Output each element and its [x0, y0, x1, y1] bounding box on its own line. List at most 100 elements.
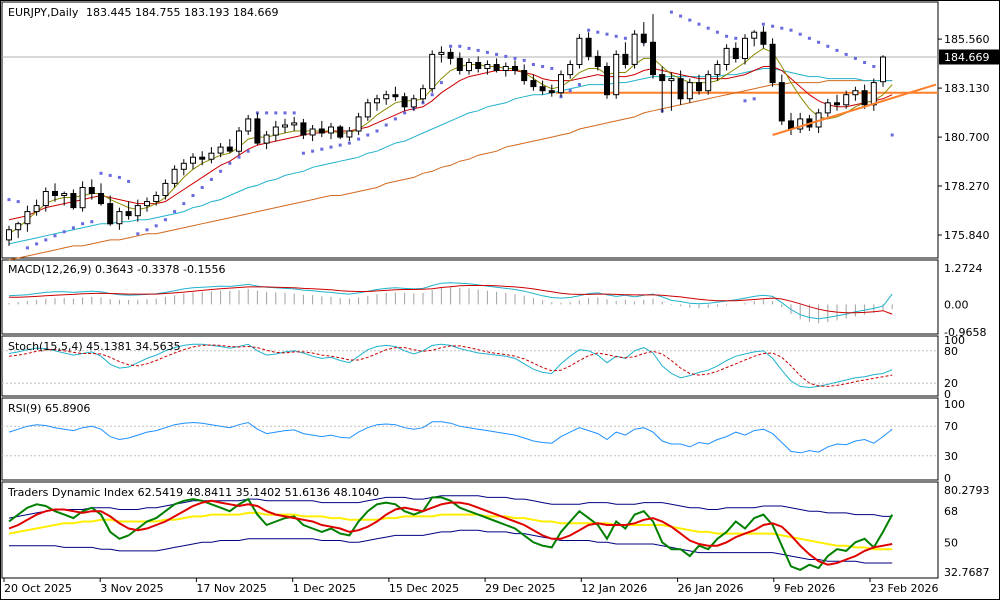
sar-dot	[99, 171, 103, 175]
macd-pane[interactable]	[1, 259, 939, 335]
sar-dot	[209, 177, 213, 181]
candle	[769, 38, 776, 87]
stoch-layer	[2, 343, 938, 389]
sar-dot	[780, 26, 784, 30]
candle-body	[696, 82, 702, 92]
candle-body	[521, 70, 528, 82]
tdi-tick-label: 80.2793	[944, 484, 990, 497]
sar-dot	[338, 143, 342, 147]
sar-dot	[495, 52, 499, 56]
sar-dot	[292, 111, 296, 115]
price-pane[interactable]	[1, 1, 939, 259]
candle-body	[245, 118, 252, 132]
candle-body	[539, 86, 546, 92]
current-price-box	[939, 49, 999, 65]
tdi-layer	[8, 495, 894, 572]
candle	[613, 50, 620, 99]
sar-dot	[752, 97, 756, 101]
rsi-pane[interactable]	[1, 397, 939, 481]
candle-body	[291, 122, 298, 126]
candle	[144, 197, 150, 212]
candle-body	[466, 62, 472, 72]
candle-body	[328, 126, 334, 134]
sar-dot	[449, 44, 453, 48]
date-tick-label: 12 Jan 2026	[581, 582, 647, 595]
candle-body	[300, 122, 307, 136]
sar-dot	[173, 210, 177, 214]
trendline[interactable]	[772, 83, 937, 136]
pane-borders	[1, 1, 939, 579]
candle-body	[558, 74, 564, 94]
sar-dot	[246, 149, 250, 153]
sar-dot	[550, 67, 554, 70]
candle	[364, 98, 371, 121]
tdi-axis: 80.2793 68 50 32.7687	[944, 484, 990, 579]
candle	[447, 48, 454, 65]
sar-dot	[191, 194, 195, 197]
candle-body	[171, 168, 178, 184]
candle-body	[576, 37, 583, 65]
candle-body	[254, 118, 261, 144]
candle-body	[723, 47, 730, 66]
macd-histogram	[8, 287, 893, 324]
stoch-pane[interactable]	[1, 335, 939, 397]
candle-body	[778, 82, 785, 122]
sar-dot	[761, 22, 765, 26]
sar-dot	[789, 28, 793, 32]
sar-dot	[44, 238, 48, 242]
tdi-tick-label: 50	[944, 536, 958, 549]
candle	[116, 207, 123, 230]
sar-dot	[81, 222, 85, 226]
candle-body	[870, 82, 877, 106]
candle	[107, 195, 114, 226]
tdi-pane[interactable]	[1, 481, 939, 579]
candle	[70, 189, 77, 210]
candle	[751, 30, 758, 47]
macd-signal-line	[9, 285, 893, 315]
tdi-tick-label: 32.7687	[944, 566, 990, 579]
sar-dot	[329, 145, 333, 149]
candle-body	[162, 182, 169, 196]
sar-dot	[384, 123, 388, 127]
candle-body	[190, 156, 196, 164]
candle-body	[880, 56, 886, 83]
sar-dot	[679, 14, 683, 18]
candle-body	[447, 51, 454, 59]
date-tick-label: 15 Dec 2025	[389, 582, 459, 595]
rsi-tick-label: 70	[944, 420, 958, 433]
candle-body	[659, 74, 666, 82]
candle-body	[640, 33, 647, 43]
sar-dot	[200, 186, 204, 189]
sar-dot	[605, 32, 609, 36]
candle	[98, 183, 104, 206]
candle	[797, 112, 804, 133]
candle-body	[153, 195, 160, 202]
candle-body	[456, 57, 463, 72]
sar-dot	[117, 175, 121, 179]
candle-body	[677, 78, 684, 100]
candle-body	[180, 162, 187, 170]
stoch-tick-label: 20	[944, 377, 958, 390]
candle	[640, 22, 647, 47]
candle-body	[585, 37, 592, 57]
candle-body	[392, 94, 399, 98]
sar-dot	[458, 44, 462, 48]
sar-dot	[817, 40, 821, 44]
candle	[134, 199, 141, 222]
candle-body	[852, 90, 859, 96]
candle	[880, 55, 886, 87]
sar-dot	[393, 117, 397, 121]
sar-dot	[596, 30, 600, 34]
candle	[6, 225, 12, 246]
candle	[567, 60, 574, 79]
candle	[33, 199, 40, 216]
macd-tick-label: -0.9658	[944, 326, 986, 339]
sar-dot	[439, 81, 443, 85]
sar-dot	[35, 242, 39, 246]
candle	[208, 147, 215, 164]
candle	[742, 34, 748, 65]
candle-body	[714, 64, 721, 76]
price-tick-label: 178.270	[944, 180, 990, 193]
date-tick-label: 29 Dec 2025	[485, 582, 555, 595]
